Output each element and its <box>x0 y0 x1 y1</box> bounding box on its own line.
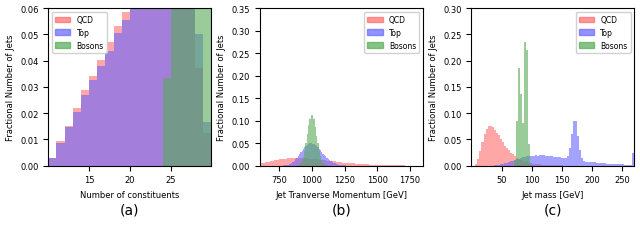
X-axis label: Jet Tranverse Momentum [GeV]: Jet Tranverse Momentum [GeV] <box>275 190 408 199</box>
Legend: QCD, Top, Bosons: QCD, Top, Bosons <box>364 13 419 53</box>
Y-axis label: Fractional Number of Jets: Fractional Number of Jets <box>429 35 438 141</box>
Text: (a): (a) <box>120 202 140 216</box>
Text: (b): (b) <box>332 202 351 216</box>
Text: (c): (c) <box>543 202 562 216</box>
Legend: QCD, Top, Bosons: QCD, Top, Bosons <box>576 13 630 53</box>
X-axis label: Jet mass [GeV]: Jet mass [GeV] <box>522 190 584 199</box>
Legend: QCD, Top, Bosons: QCD, Top, Bosons <box>52 13 107 53</box>
Y-axis label: Fractional Number of Jets: Fractional Number of Jets <box>6 35 15 141</box>
X-axis label: Number of constituents: Number of constituents <box>80 190 180 199</box>
Y-axis label: Fractional Number of Jets: Fractional Number of Jets <box>217 35 226 141</box>
